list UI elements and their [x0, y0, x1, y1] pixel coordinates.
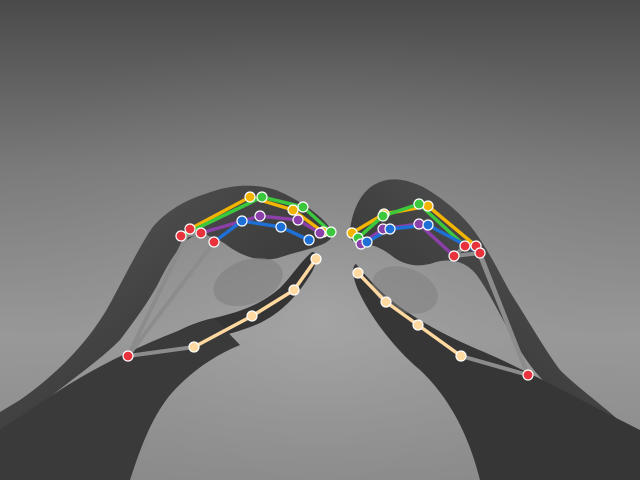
left-thumb-keypoint	[188, 341, 200, 353]
left-middle-keypoint	[325, 226, 337, 238]
left-pinky-bone	[240, 219, 283, 229]
left-pinky-keypoint	[275, 221, 287, 233]
left-palm-bone	[126, 345, 196, 358]
right-index-bone	[426, 204, 478, 248]
left-palm-bone	[126, 240, 216, 358]
left-wrist-keypoint	[122, 350, 134, 362]
landmark-overlay	[122, 191, 534, 381]
right-thumb-keypoint	[380, 296, 392, 308]
left-middle-bone	[260, 195, 305, 209]
left-thumb-bone	[250, 288, 296, 318]
left-thumb-keypoint	[246, 310, 258, 322]
left-palm-bone	[126, 227, 192, 358]
left-ring-keypoint	[195, 227, 207, 239]
left-ring-bone	[199, 214, 262, 235]
left-pinky-keypoint	[208, 236, 220, 248]
right-index-keypoint	[422, 200, 434, 212]
left-thumb-bone	[292, 257, 318, 292]
left-thumb-bone	[192, 314, 254, 349]
left-hand	[0, 185, 333, 480]
right-thumb-keypoint	[352, 267, 364, 279]
left-index-keypoint	[287, 204, 299, 216]
right-pinky-keypoint	[384, 223, 396, 235]
right-pinky-keypoint	[474, 247, 486, 259]
left-index-bone	[188, 195, 252, 231]
right-thumb-keypoint	[455, 350, 467, 362]
right-thumb-bone	[416, 323, 463, 358]
right-palm-bone	[478, 251, 530, 377]
left-ring-keypoint	[292, 214, 304, 226]
right-pinky-keypoint	[422, 219, 434, 231]
left-ring-bone	[258, 214, 300, 222]
right-thumb-bone	[384, 300, 420, 327]
right-wrist-keypoint	[522, 369, 534, 381]
left-ring-keypoint	[254, 210, 266, 222]
left-middle-keypoint	[175, 230, 187, 242]
right-middle-keypoint	[377, 210, 389, 222]
left-thumb-keypoint	[310, 253, 322, 265]
right-pinky-keypoint	[361, 236, 373, 248]
left-thumb-keypoint	[288, 284, 300, 296]
right-thumb-bone	[356, 271, 388, 304]
right-palm-bone	[459, 354, 530, 377]
left-middle-keypoint	[297, 201, 309, 213]
right-ring-keypoint	[448, 250, 460, 262]
left-index-keypoint	[244, 191, 256, 203]
right-thumb-keypoint	[412, 319, 424, 331]
left-pinky-bone	[212, 219, 244, 244]
left-index-keypoint	[184, 223, 196, 235]
right-middle-keypoint	[459, 240, 471, 252]
left-ring-keypoint	[314, 227, 326, 239]
right-middle-keypoint	[413, 198, 425, 210]
left-pinky-keypoint	[236, 215, 248, 227]
left-middle-keypoint	[256, 191, 268, 203]
left-pinky-keypoint	[303, 234, 315, 246]
